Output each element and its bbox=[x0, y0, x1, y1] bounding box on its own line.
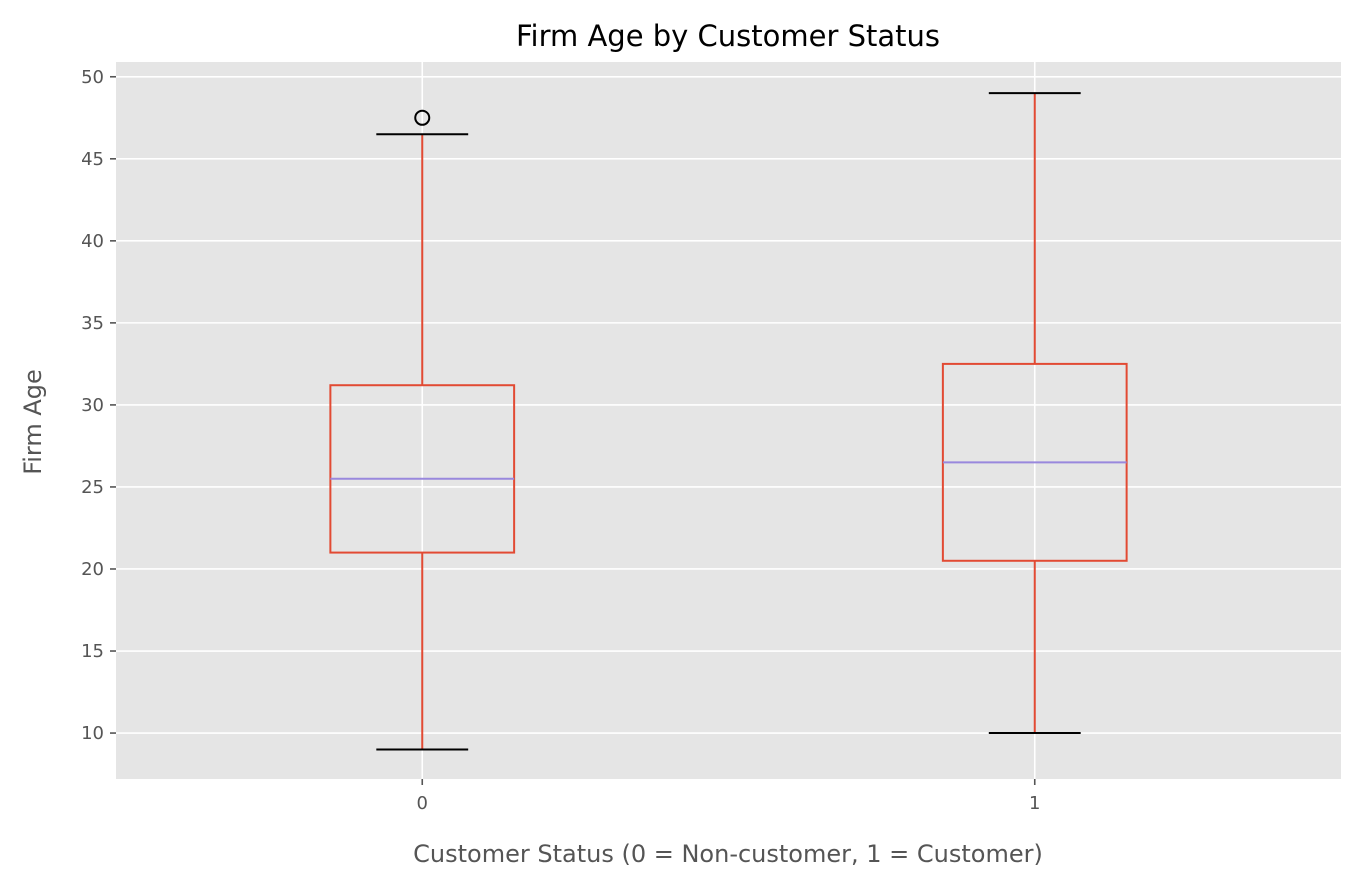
box-group-0 bbox=[329, 109, 516, 751]
box-series bbox=[329, 92, 1128, 751]
plot-area bbox=[116, 62, 1341, 779]
box-group-1 bbox=[941, 92, 1128, 735]
x-tick-label: 1 bbox=[1029, 793, 1040, 814]
y-tick-label: 20 bbox=[81, 559, 104, 580]
y-tick-label: 10 bbox=[81, 723, 104, 744]
outlier-point bbox=[414, 109, 431, 126]
chart-title: Firm Age by Customer Status bbox=[516, 19, 940, 53]
x-tick-label: 0 bbox=[417, 793, 428, 814]
y-tick-label: 25 bbox=[81, 477, 104, 498]
y-tick-label: 50 bbox=[81, 67, 104, 88]
y-axis-label: Firm Age bbox=[19, 369, 47, 475]
y-tick-label: 30 bbox=[81, 395, 104, 416]
y-tick-label: 35 bbox=[81, 313, 104, 334]
y-tick-label: 15 bbox=[81, 641, 104, 662]
y-tick-label: 45 bbox=[81, 149, 104, 170]
y-tick-label: 40 bbox=[81, 231, 104, 252]
x-axis-label: Customer Status (0 = Non-customer, 1 = C… bbox=[413, 840, 1043, 868]
iqr-box bbox=[329, 384, 516, 554]
y-axis: 10 15 20 25 30 35 40 45 50 bbox=[81, 67, 116, 744]
